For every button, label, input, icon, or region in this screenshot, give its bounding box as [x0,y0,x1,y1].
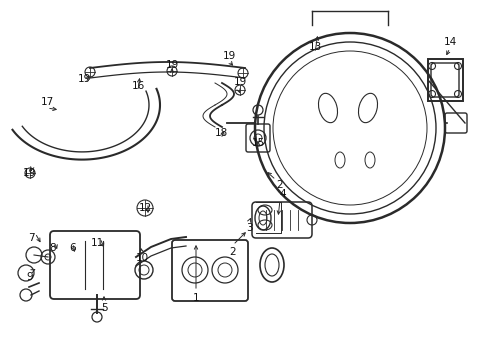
Text: 19: 19 [22,168,36,178]
Text: 4: 4 [279,189,286,199]
Text: 7: 7 [28,233,34,243]
Text: 8: 8 [50,243,56,253]
Text: 1: 1 [192,293,199,303]
Text: 2: 2 [229,247,236,257]
Text: 5: 5 [101,303,107,313]
Text: 16: 16 [131,81,144,91]
Text: 13: 13 [308,42,321,52]
Text: 12: 12 [138,203,151,213]
Text: 14: 14 [443,37,456,47]
Text: 15: 15 [251,138,264,148]
Text: 10: 10 [135,253,148,263]
Text: 19: 19 [165,60,178,70]
Text: 9: 9 [27,272,33,282]
Text: 17: 17 [41,97,54,107]
Bar [427,59,462,101]
Text: 6: 6 [70,243,76,253]
Text: 3: 3 [245,223,252,233]
Text: 11: 11 [90,238,103,248]
Text: 19: 19 [222,51,235,61]
Text: 18: 18 [214,128,227,138]
Text: 2: 2 [276,180,283,190]
Text: 19: 19 [233,77,246,87]
Text: 19: 19 [77,74,90,84]
